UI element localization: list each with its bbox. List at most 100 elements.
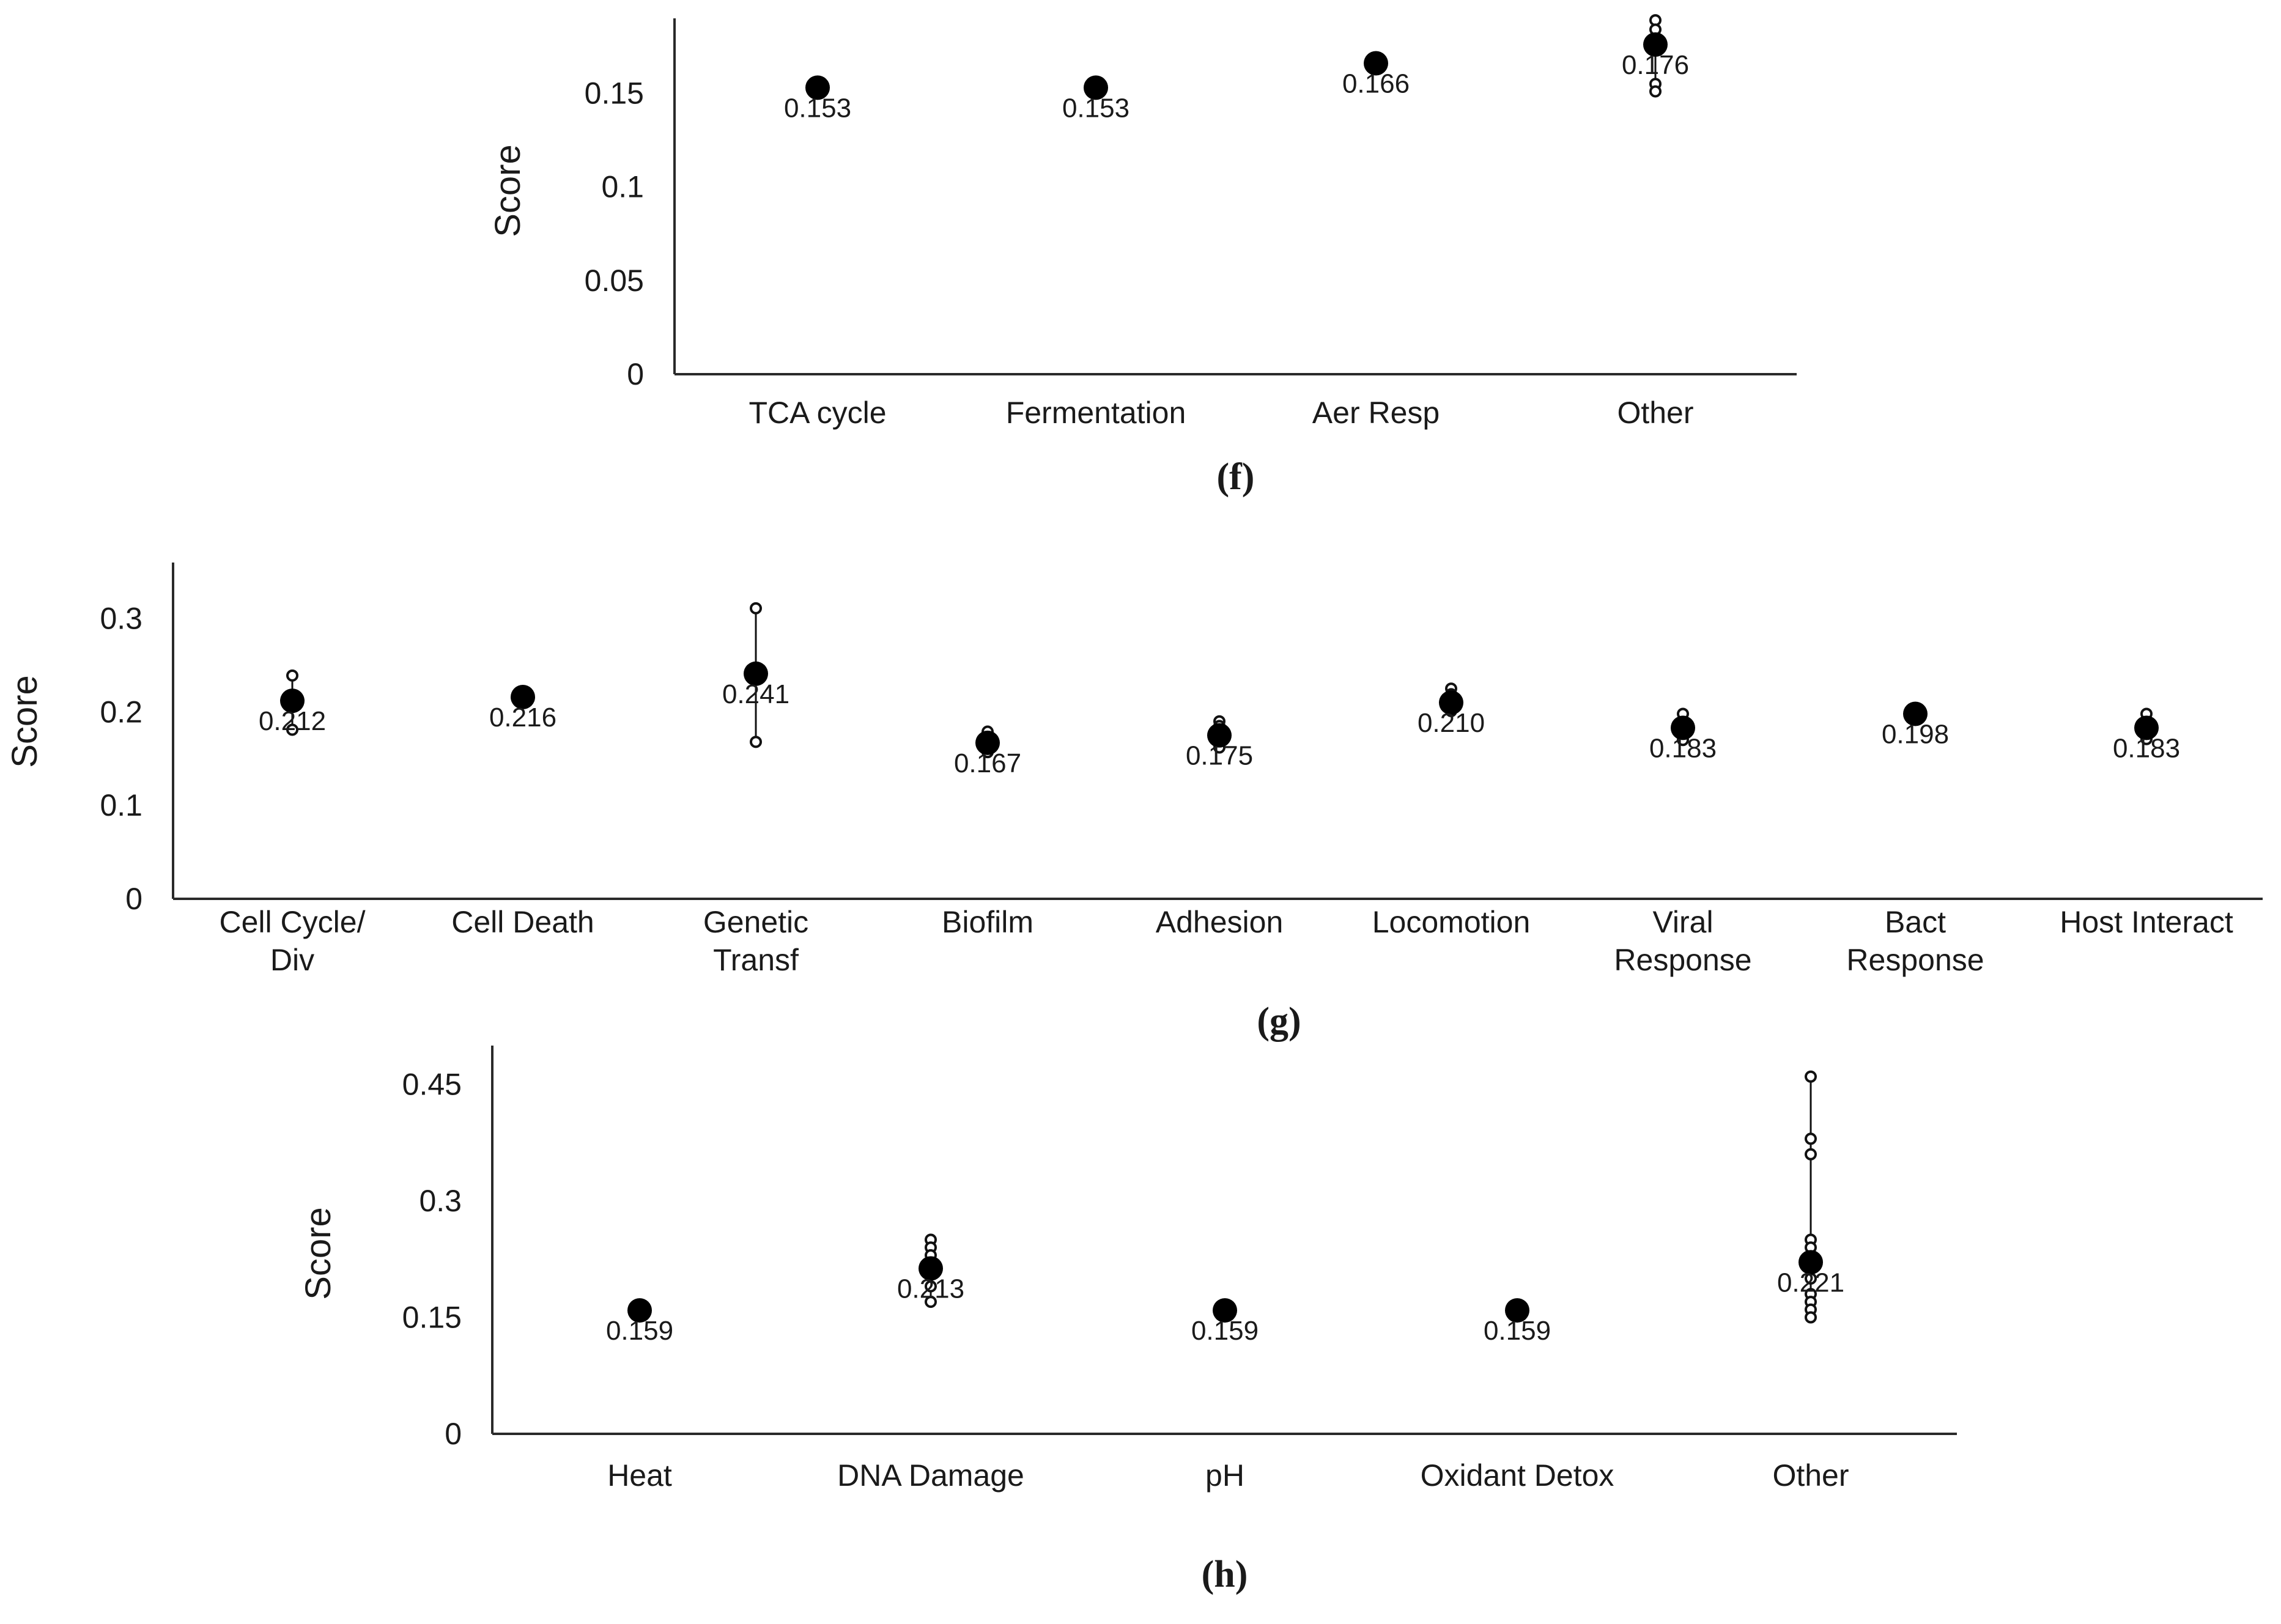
panel-label: (h) (1202, 1554, 1248, 1595)
mean-marker (975, 730, 1000, 755)
y-tick-label: 0 (445, 1417, 462, 1451)
x-category-label: Div (270, 943, 314, 977)
x-category-label: Locomotion (1372, 905, 1531, 939)
category-group: TCA cycle 0.153 (749, 75, 887, 430)
x-category-label: Biofilm (942, 905, 1033, 939)
category-group: Bact Response 0.198 (1846, 701, 1984, 977)
panel-f-chart: 0 0.05 0.1 0.15 Score TCA cycle 0.153 Fermentat… (488, 14, 1797, 498)
x-category-label: Cell Death (451, 905, 594, 939)
category-group: Viral Response 0.183 (1614, 707, 1752, 977)
y-axis-title: Score (488, 144, 528, 237)
y-tick-label: 0.3 (419, 1184, 462, 1218)
category-group: Other 0.176 (1617, 14, 1694, 430)
value-label: 0.166 (1342, 69, 1410, 99)
mean-marker (805, 75, 830, 100)
panel-label: (f) (1217, 456, 1255, 498)
x-category-label: TCA cycle (749, 396, 886, 430)
y-tick-label: 0 (125, 882, 142, 916)
x-category-label: DNA Damage (837, 1458, 1024, 1493)
x-category-label: Heat (607, 1458, 672, 1493)
value-label: 0.212 (259, 706, 326, 736)
y-tick-label: 0.45 (402, 1068, 462, 1102)
value-label: 0.216 (489, 703, 556, 733)
x-category-label: Cell Cycle/ (220, 905, 366, 939)
mean-marker (744, 661, 768, 686)
category-group: Fermentation 0.153 (1006, 75, 1186, 430)
observation-point (1805, 1132, 1817, 1145)
value-label: 0.213 (897, 1274, 964, 1304)
mean-marker (1364, 51, 1388, 76)
panel-label: (g) (1257, 1000, 1301, 1042)
mean-marker (1799, 1250, 1823, 1275)
category-group: Genetic Transf 0.241 (703, 602, 808, 977)
observation-point (750, 602, 762, 615)
y-tick-label: 0.05 (585, 264, 644, 298)
value-label: 0.176 (1622, 50, 1689, 80)
observation-point (1805, 1311, 1817, 1324)
mean-marker (1213, 1298, 1237, 1323)
category-group: Biofilm 0.167 (942, 725, 1033, 939)
mean-marker (1643, 32, 1668, 57)
x-category-label: Viral (1652, 905, 1713, 939)
x-category-label: Host Interact (2060, 905, 2233, 939)
value-label: 0.159 (606, 1316, 673, 1346)
x-category-label: Other (1617, 396, 1693, 430)
x-category-label: Oxidant Detox (1421, 1458, 1614, 1493)
mean-marker (1084, 75, 1108, 100)
value-label: 0.167 (954, 748, 1021, 778)
y-tick-label: 0 (627, 357, 644, 391)
mean-marker (627, 1298, 652, 1323)
mean-marker (919, 1256, 943, 1281)
observation-point (750, 736, 762, 748)
mean-marker (280, 688, 305, 714)
category-group: Host Interact 0.183 (2060, 707, 2233, 939)
x-category-label: Response (1614, 943, 1751, 977)
observation-point (925, 1280, 937, 1293)
value-label: 0.153 (784, 93, 851, 123)
observation-point (286, 669, 298, 682)
value-label: 0.159 (1484, 1316, 1551, 1346)
category-group: DNA Damage 0.213 (837, 1233, 1024, 1493)
category-group: Other 0.221 (1772, 1070, 1849, 1493)
mean-marker (1505, 1298, 1529, 1323)
y-tick-label: 0.2 (100, 695, 142, 729)
value-label: 0.221 (1777, 1268, 1844, 1297)
mean-marker (511, 685, 535, 709)
category-group: Locomotion 0.210 (1372, 682, 1531, 939)
category-group: Heat 0.159 (606, 1298, 673, 1493)
value-label: 0.241 (722, 679, 789, 709)
value-label: 0.210 (1418, 708, 1485, 738)
category-group: pH 0.159 (1191, 1298, 1259, 1493)
category-group: Cell Death 0.216 (451, 685, 594, 939)
value-label: 0.175 (1186, 741, 1253, 771)
y-axis-title: Score (5, 675, 45, 768)
mean-marker (1903, 701, 1928, 726)
y-tick-label: 0.15 (585, 76, 644, 111)
panel-g-chart: 0 0.1 0.2 0.3 Score Cell Cycle/Div 0.212 Cell D… (5, 563, 2263, 1042)
x-category-label: Transf (713, 943, 799, 977)
category-group: Cell Cycle/Div 0.212 (220, 669, 366, 977)
value-label: 0.159 (1191, 1316, 1259, 1346)
mean-marker (2134, 715, 2159, 740)
value-label: 0.183 (2113, 733, 2180, 763)
mean-marker (1439, 690, 1463, 715)
observation-point (1805, 1148, 1817, 1161)
category-group: Oxidant Detox 0.159 (1421, 1298, 1614, 1493)
y-tick-label: 0.1 (601, 170, 644, 204)
x-category-label: Other (1772, 1458, 1849, 1493)
observation-point (1805, 1070, 1817, 1083)
y-tick-label: 0.15 (402, 1301, 462, 1335)
x-category-label: Aer Resp (1312, 396, 1440, 430)
x-category-label: Adhesion (1156, 905, 1284, 939)
category-group: Adhesion 0.175 (1156, 715, 1284, 939)
observation-point (1649, 85, 1662, 98)
y-tick-label: 0.1 (100, 788, 142, 822)
x-category-label: Bact (1885, 905, 1946, 939)
value-label: 0.183 (1649, 733, 1717, 763)
y-tick-label: 0.3 (100, 602, 142, 636)
panel-h-chart: 0 0.15 0.3 0.45 Score Heat 0.159 DNA Damage 0.21… (298, 1046, 1957, 1595)
y-axis-title: Score (298, 1207, 338, 1300)
x-category-label: pH (1205, 1458, 1244, 1493)
category-group: Aer Resp 0.166 (1312, 51, 1440, 430)
x-category-label: Genetic (703, 905, 808, 939)
